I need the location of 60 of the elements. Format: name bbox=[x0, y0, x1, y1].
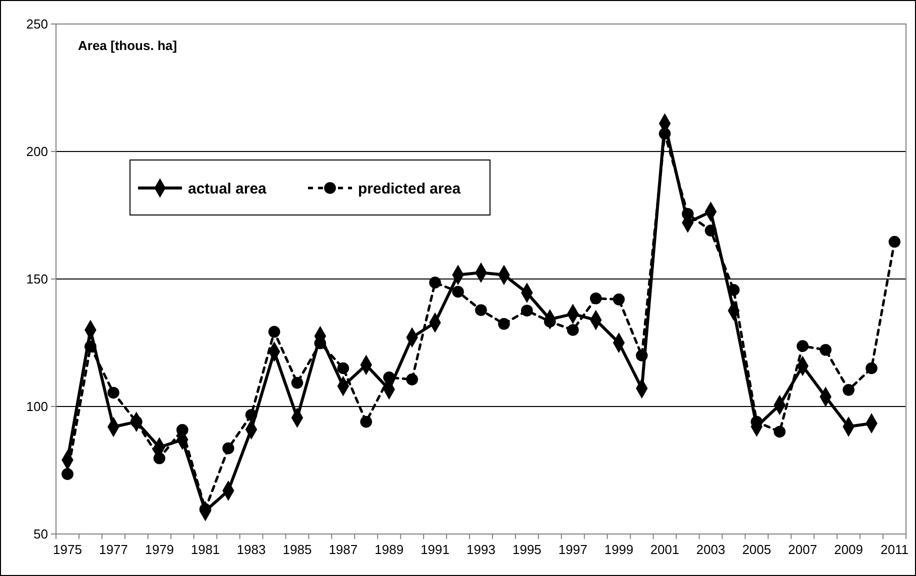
point bbox=[796, 340, 809, 352]
x-tick-label: 1991 bbox=[420, 542, 450, 557]
point bbox=[452, 286, 464, 298]
x-tick-label: 1987 bbox=[328, 542, 358, 557]
y-tick-label: 100 bbox=[26, 399, 48, 414]
point bbox=[108, 386, 120, 399]
x-tick-label: 2005 bbox=[742, 542, 772, 557]
x-tick-label: 1979 bbox=[144, 542, 174, 557]
x-tick-label: 1985 bbox=[282, 542, 312, 557]
point bbox=[406, 374, 418, 386]
point bbox=[704, 224, 717, 236]
point bbox=[429, 276, 441, 288]
point bbox=[820, 344, 832, 356]
point bbox=[84, 340, 96, 352]
y-tick-label: 150 bbox=[26, 272, 48, 287]
x-tick-label: 1997 bbox=[558, 542, 588, 557]
point bbox=[130, 416, 142, 428]
x-tick-label: 2001 bbox=[650, 542, 680, 557]
legend-label: predicted area bbox=[358, 180, 462, 198]
x-tick-label: 1977 bbox=[98, 542, 128, 557]
point bbox=[222, 442, 234, 454]
point bbox=[866, 362, 878, 374]
point bbox=[291, 376, 304, 389]
point bbox=[245, 409, 258, 421]
point bbox=[268, 326, 280, 338]
point bbox=[774, 426, 786, 438]
point bbox=[888, 236, 900, 248]
point bbox=[153, 452, 166, 464]
x-tick-label: 1989 bbox=[374, 542, 404, 557]
point bbox=[521, 304, 533, 317]
x-tick-label: 2003 bbox=[696, 542, 726, 557]
point bbox=[842, 384, 854, 396]
point bbox=[475, 304, 487, 316]
y-tick-label: 250 bbox=[26, 16, 48, 32]
x-tick-label: 2007 bbox=[788, 542, 818, 557]
x-tick-label: 1999 bbox=[604, 542, 634, 557]
point bbox=[636, 350, 648, 362]
point bbox=[682, 208, 694, 220]
point bbox=[566, 324, 579, 336]
y-tick-label: 50 bbox=[34, 526, 48, 542]
point bbox=[383, 372, 396, 384]
point bbox=[360, 416, 372, 428]
x-tick-label: 1995 bbox=[512, 542, 542, 557]
x-tick-label: 1983 bbox=[236, 542, 266, 557]
point bbox=[612, 293, 625, 306]
y-axis-title: Area [thous. ha] bbox=[78, 38, 177, 53]
point bbox=[337, 362, 350, 374]
point bbox=[728, 284, 740, 296]
legend-label: actual area bbox=[188, 180, 268, 198]
point bbox=[176, 424, 188, 436]
x-tick-label: 1993 bbox=[466, 542, 496, 557]
y-tick-label: 200 bbox=[26, 144, 48, 160]
x-tick-label: 2009 bbox=[834, 542, 864, 557]
point bbox=[658, 128, 671, 140]
point bbox=[498, 318, 510, 330]
x-tick-label: 1975 bbox=[53, 542, 82, 557]
point bbox=[62, 468, 74, 480]
point bbox=[590, 292, 602, 304]
x-tick-label: 2011 bbox=[880, 542, 908, 557]
x-tick-label: 1981 bbox=[190, 542, 220, 557]
